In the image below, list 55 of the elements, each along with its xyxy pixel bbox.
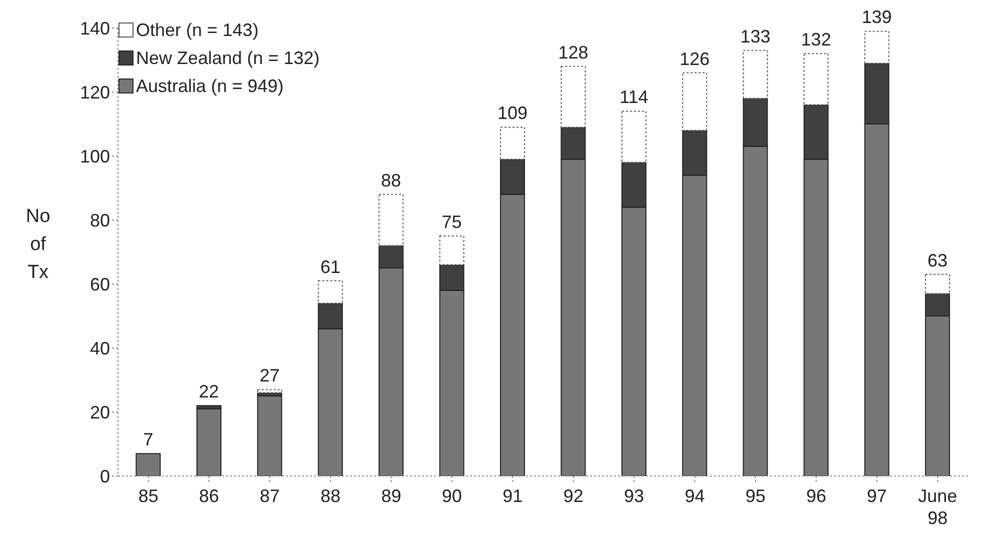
- bar: [621, 110, 646, 163]
- bar: [560, 66, 586, 128]
- x-tick-label: June 98: [918, 486, 958, 528]
- x-tick-label: 95: [745, 486, 766, 506]
- total-label: 139: [862, 7, 892, 28]
- x-tick-label: 94: [684, 486, 705, 506]
- total-label: 126: [680, 48, 710, 69]
- bar: [378, 194, 404, 246]
- total-label: 114: [620, 87, 648, 108]
- y-tick-label: 100: [80, 146, 110, 166]
- total-label: 7: [143, 430, 154, 450]
- bar: [136, 453, 161, 476]
- legend-label: Other (n = 143): [136, 20, 259, 40]
- x-tick-label: 92: [563, 486, 584, 506]
- bar: [257, 389, 282, 394]
- total-label: 128: [558, 42, 588, 62]
- total-label: 109: [497, 103, 528, 124]
- x-tick-label: 91: [502, 486, 523, 506]
- bar: [682, 72, 708, 131]
- y-tick-label: 140: [80, 18, 110, 38]
- bar: [742, 50, 768, 99]
- bar: [500, 126, 525, 160]
- y-tick-label: 120: [80, 82, 110, 102]
- bar: [804, 53, 829, 106]
- x-tick-label: 88: [320, 486, 341, 506]
- x-tick-label: 97: [866, 486, 887, 506]
- total-label: 133: [740, 26, 770, 46]
- bar: [318, 280, 343, 304]
- x-tick-label: 93: [624, 486, 644, 506]
- x-tick-label: 86: [199, 486, 220, 506]
- total-label: 88: [381, 170, 402, 190]
- bar: [439, 236, 464, 266]
- x-tick-label: 87: [260, 486, 280, 506]
- y-tick-label: 20: [90, 402, 110, 422]
- bar: [925, 274, 950, 294]
- x-tick-label: 96: [806, 486, 826, 506]
- total-label: 132: [801, 30, 832, 50]
- x-tick-label: 85: [138, 486, 158, 506]
- total-label: 63: [927, 250, 948, 270]
- bar: [864, 30, 890, 64]
- x-tick-label: 90: [442, 486, 462, 506]
- bar: [196, 408, 222, 476]
- bar: [257, 396, 282, 476]
- x-tick-label: 89: [381, 486, 402, 506]
- legend-label: New Zealand (n = 132): [136, 48, 320, 68]
- legend-label: Australia (n = 949): [136, 76, 284, 96]
- y-tick-label: 60: [90, 274, 110, 294]
- total-label: 22: [198, 382, 219, 402]
- y-tick-label: 40: [90, 338, 110, 358]
- y-axis-title: No of Tx: [26, 206, 50, 283]
- total-label: 75: [442, 212, 462, 232]
- y-tick-label: 0: [100, 466, 110, 486]
- y-tick-label: 80: [90, 210, 110, 230]
- total-label: 61: [320, 256, 340, 277]
- total-label: 27: [260, 366, 280, 386]
